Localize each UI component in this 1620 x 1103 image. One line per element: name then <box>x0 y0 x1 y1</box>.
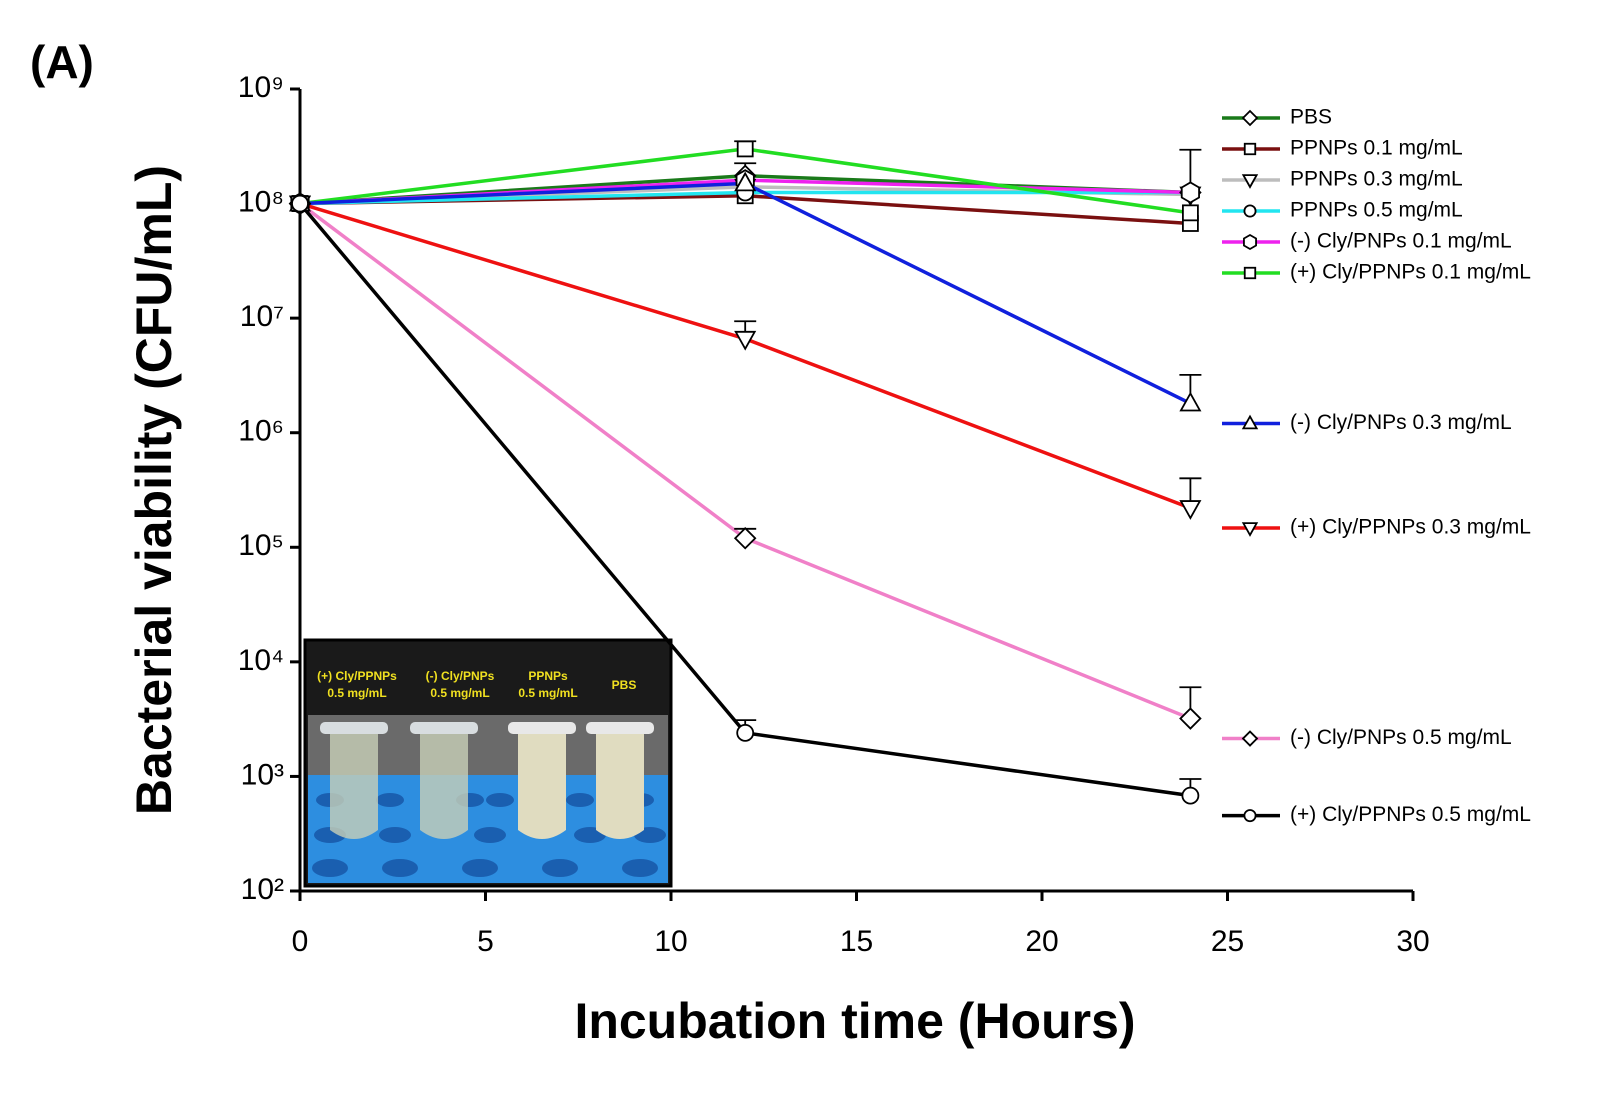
marker <box>1179 500 1202 520</box>
marker <box>291 194 309 213</box>
error-bars <box>734 140 1202 796</box>
y-tick-label: 10⁴ <box>238 644 284 677</box>
marker <box>1243 809 1257 823</box>
series-line <box>299 201 1192 510</box>
marker <box>1241 109 1259 127</box>
legend: PBS PPNPs 0.1 mg/mL PPNPs 0.3 mg/mL PPNPs 0… <box>1222 106 1531 826</box>
legend-item: (+) Cly/PPNPs 0.3 mg/mL <box>1222 516 1531 539</box>
legend-item: PBS <box>1222 106 1332 129</box>
legend-label: PPNPs 0.5 mg/mL <box>1290 199 1463 222</box>
legend-label: (-) Cly/PNPs 0.5 mg/mL <box>1290 726 1512 749</box>
inset-label: (+) Cly/PPNPs <box>317 669 397 683</box>
marker <box>1243 266 1257 280</box>
x-tick-label: 10 <box>654 925 687 958</box>
legend-label: PBS <box>1290 106 1332 129</box>
marker <box>1243 142 1257 156</box>
legend-item: PPNPs 0.5 mg/mL <box>1222 199 1463 222</box>
legend-label: (-) Cly/PNPs 0.1 mg/mL <box>1290 230 1512 253</box>
y-tick-label: 10⁶ <box>238 415 284 448</box>
marker <box>1180 181 1200 204</box>
inset-label: PPNPs <box>528 669 568 683</box>
x-tick-label: 20 <box>1025 925 1058 958</box>
inset-label: (-) Cly/PNPs <box>426 669 495 683</box>
y-tick-label: 10⁵ <box>238 529 284 562</box>
marker <box>1179 391 1202 412</box>
x-tick-label: 0 <box>292 925 309 958</box>
marker <box>734 171 757 192</box>
marker <box>1241 522 1259 537</box>
y-tick-label: 10² <box>241 873 284 906</box>
legend-item: (+) Cly/PPNPs 0.1 mg/mL <box>1222 261 1531 284</box>
legend-label: PPNPs 0.3 mg/mL <box>1290 168 1463 191</box>
marker <box>1243 233 1257 251</box>
legend-label: (+) Cly/PPNPs 0.1 mg/mL <box>1290 261 1531 284</box>
legend-label: (-) Cly/PNPs 0.3 mg/mL <box>1290 411 1512 434</box>
inset-label: 0.5 mg/mL <box>518 686 577 700</box>
inset-photo: (+) Cly/PPNPs 0.5 mg/mL (-) Cly/PNPs 0.5 mg… <box>303 638 673 888</box>
marker <box>1182 204 1199 222</box>
markers <box>288 140 1202 805</box>
legend-item: PPNPs 0.1 mg/mL <box>1222 137 1463 160</box>
inset-label: PBS <box>612 678 637 692</box>
legend-item: (+) Cly/PPNPs 0.5 mg/mL <box>1222 803 1531 826</box>
inset-label: 0.5 mg/mL <box>327 686 386 700</box>
marker <box>733 526 757 550</box>
y-tick-label: 10³ <box>241 758 284 791</box>
legend-item: PPNPs 0.3 mg/mL <box>1222 168 1463 191</box>
marker <box>1179 707 1202 730</box>
x-tick-label: 30 <box>1396 925 1429 958</box>
x-tick-label: 25 <box>1211 925 1244 958</box>
y-tick-label: 10⁷ <box>240 300 284 333</box>
panel-label: (A) <box>30 36 94 88</box>
y-tick-label: 10⁹ <box>238 71 284 104</box>
marker <box>1243 204 1257 218</box>
marker <box>736 723 755 742</box>
y-tick-label: 10⁸ <box>238 185 284 218</box>
marker <box>1241 730 1259 747</box>
y-axis-title: Bacterial viability (CFU/mL) <box>126 165 182 815</box>
marker <box>736 140 754 158</box>
marker <box>1241 414 1259 430</box>
x-tick-label: 5 <box>477 925 494 958</box>
legend-label: PPNPs 0.1 mg/mL <box>1290 137 1463 160</box>
marker <box>1181 786 1200 805</box>
inset-tubes <box>320 722 654 839</box>
legend-label: (+) Cly/PPNPs 0.5 mg/mL <box>1290 803 1531 826</box>
legend-item: (-) Cly/PNPs 0.1 mg/mL <box>1222 230 1512 253</box>
legend-item: (-) Cly/PNPs 0.3 mg/mL <box>1222 411 1512 434</box>
x-axis-title: Incubation time (Hours) <box>574 993 1135 1049</box>
legend-label: (+) Cly/PPNPs 0.3 mg/mL <box>1290 516 1531 539</box>
marker <box>1241 174 1259 189</box>
x-tick-label: 15 <box>840 925 873 958</box>
marker <box>734 330 757 351</box>
legend-item: (-) Cly/PNPs 0.5 mg/mL <box>1222 726 1512 749</box>
inset-label: 0.5 mg/mL <box>430 686 489 700</box>
